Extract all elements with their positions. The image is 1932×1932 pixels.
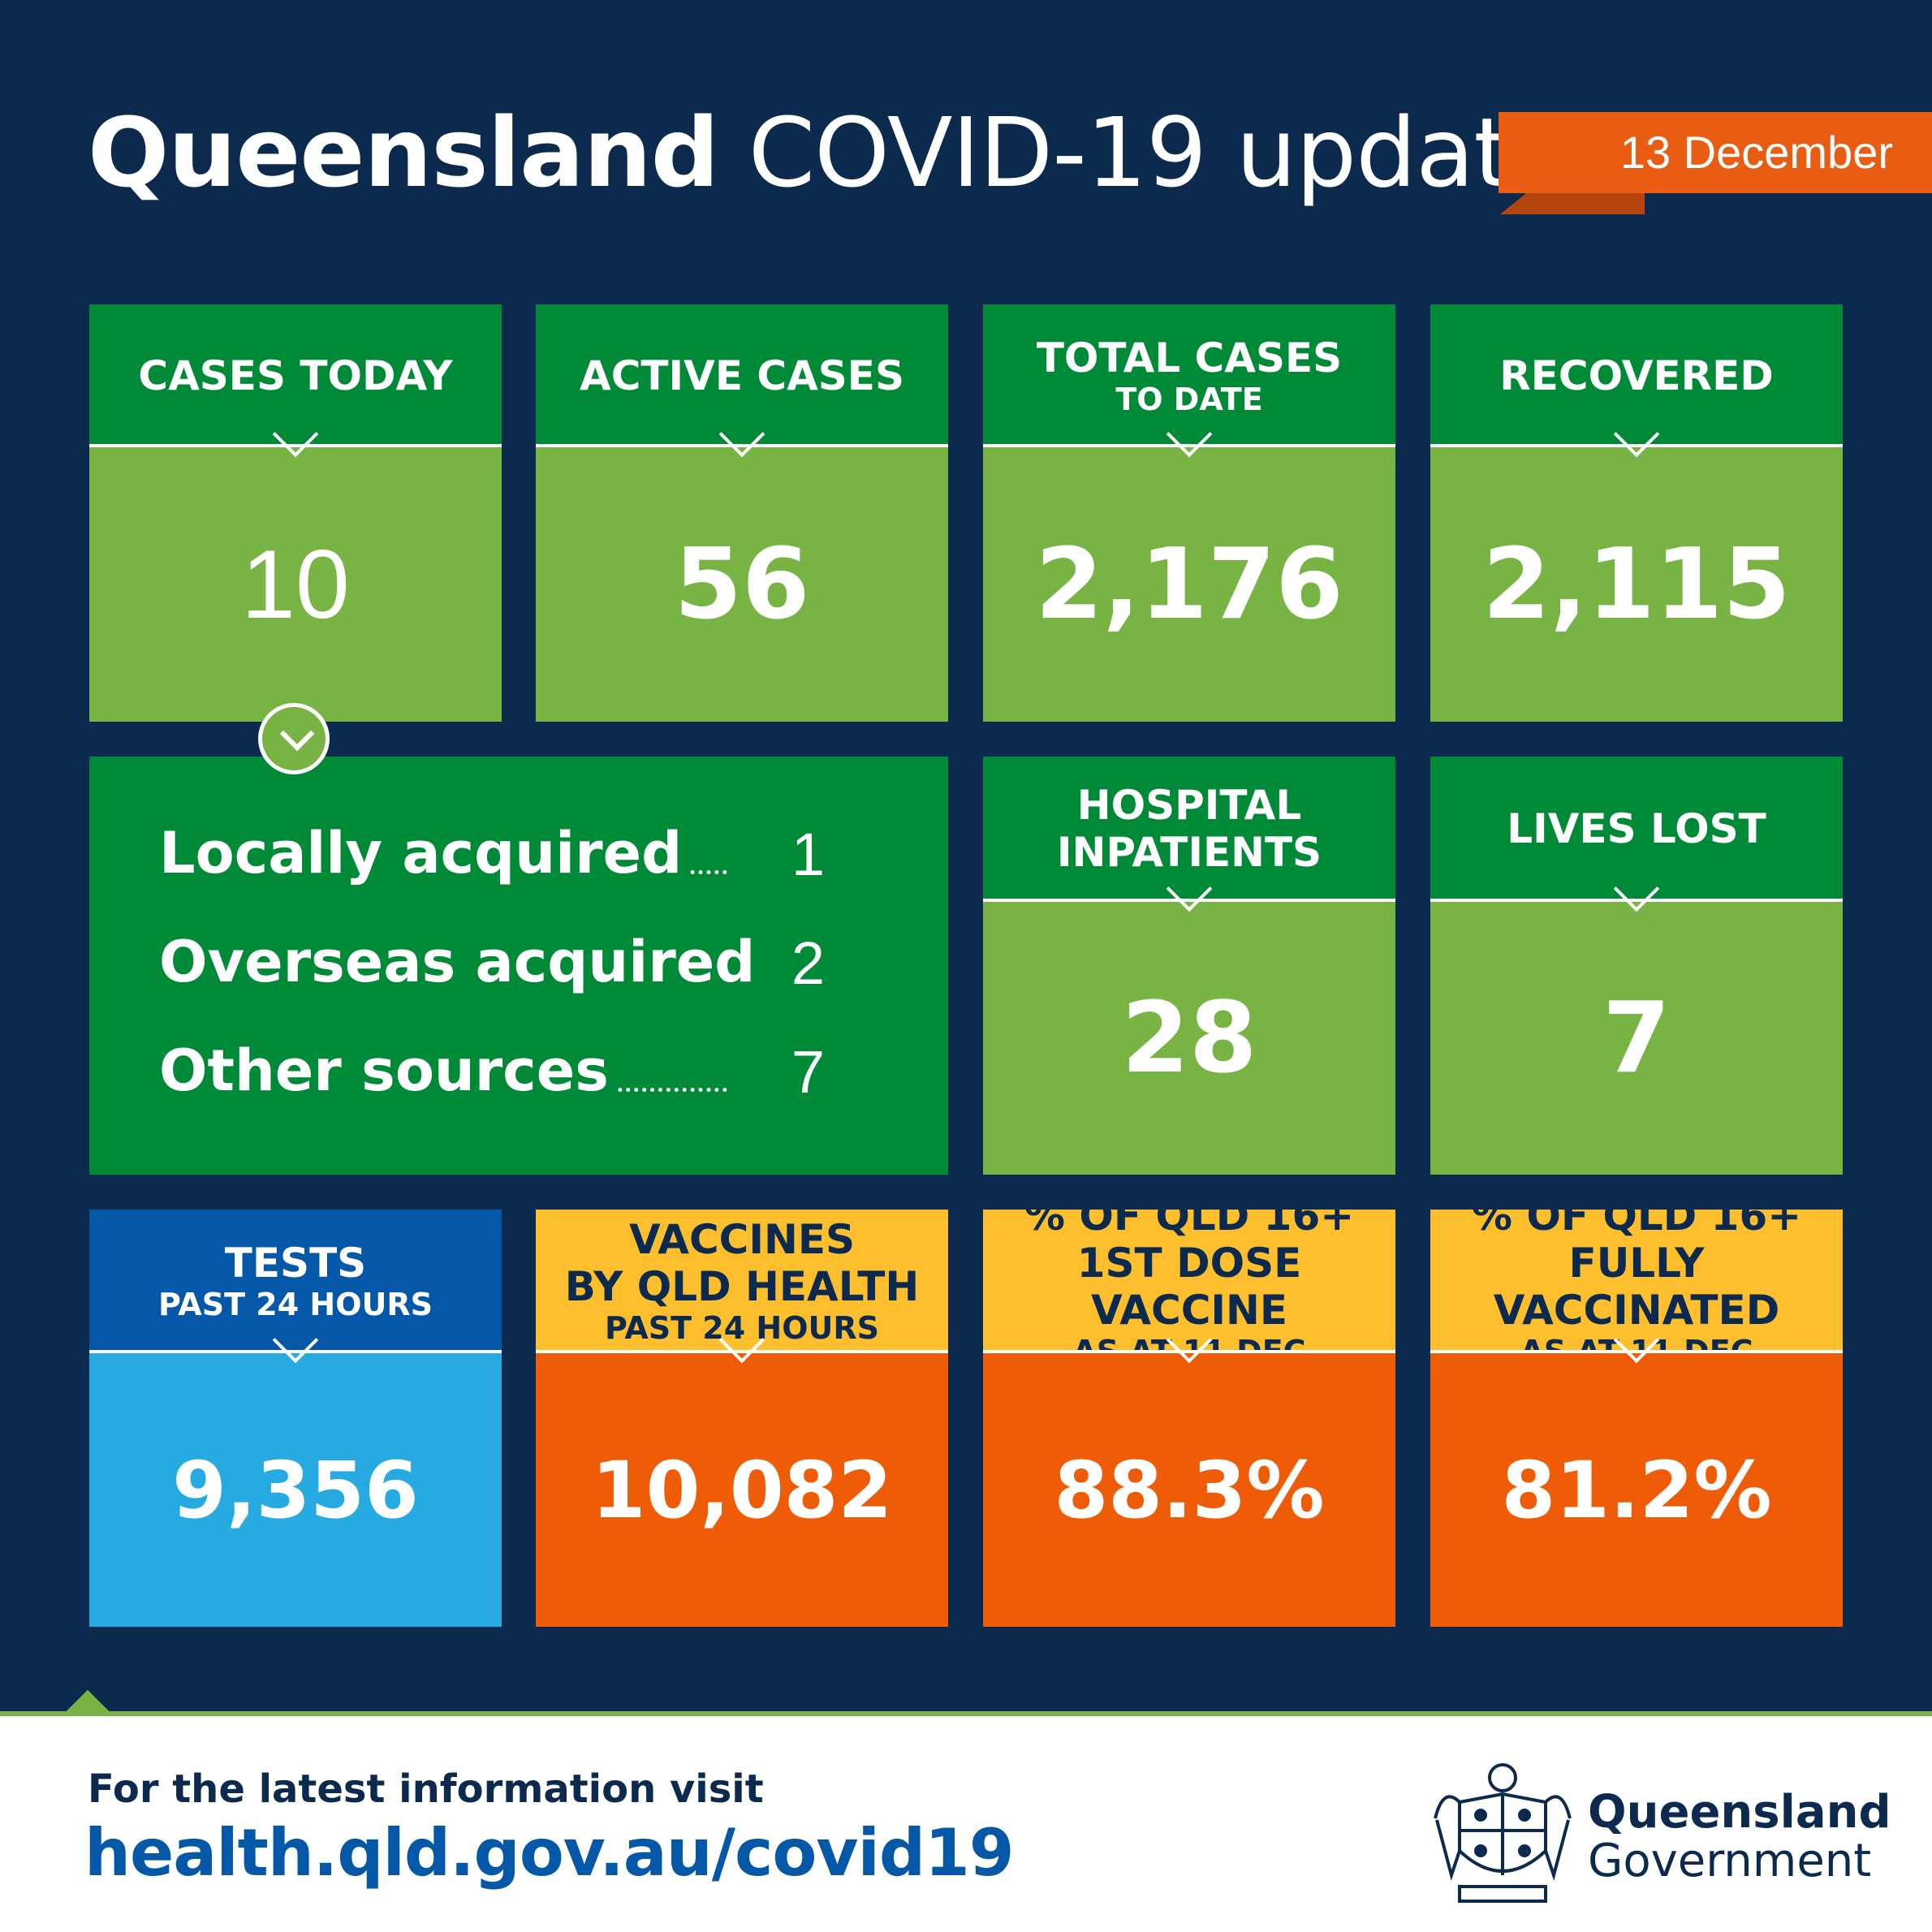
breakdown-value: 1 (791, 821, 825, 888)
tile-title-line1: % OF QLD 16+ (1024, 1210, 1355, 1240)
tile-hospital: HOSPITAL INPATIENTS 28 (983, 757, 1395, 1175)
tile-title-line2: FULLY VACCINATED (1493, 1240, 1780, 1334)
tile-first-dose: % OF QLD 16+ 1ST DOSE VACCINE AS AT 11 D… (983, 1210, 1395, 1627)
gov-name-line1: Queensland (1588, 1786, 1891, 1839)
tile-tests: TESTS PAST 24 HOURS 9,356 (89, 1210, 502, 1627)
tile-subtitle: PAST 24 HOURS (158, 1287, 433, 1322)
cases-breakdown: Locally acquired 1 Overseas acquired 2 O… (89, 757, 948, 1175)
chevron-circle-icon (258, 703, 330, 774)
tile-subtitle: TO DATE (1115, 381, 1263, 417)
list-item: Overseas acquired 2 (159, 929, 890, 1002)
list-item: Locally acquired 1 (159, 820, 890, 893)
breakdown-value: 7 (791, 1038, 825, 1106)
hospital-value: 28 (1121, 981, 1257, 1095)
tile-title: TESTS (224, 1240, 367, 1287)
tile-active-cases: ACTIVE CASES 56 (536, 304, 948, 722)
tile-subtitle: PAST 24 HOURS (605, 1310, 879, 1346)
breakdown-label: Overseas acquired (159, 929, 764, 995)
tile-total-cases: TOTAL CASES TO DATE 2,176 (983, 304, 1395, 722)
tile-title-line1: HOSPITAL (1076, 781, 1302, 829)
tile-body: 10 (89, 447, 502, 722)
cases-today-value: 10 (241, 530, 350, 639)
tile-vaccines: VACCINES BY QLD HEALTH PAST 24 HOURS 10,… (536, 1210, 948, 1627)
tile-title-line2: BY QLD HEALTH (564, 1263, 920, 1310)
tile-title-line2: INPATIENTS (1056, 828, 1322, 876)
tile-lives-lost: LIVES LOST 7 (1430, 757, 1843, 1175)
title-bold: Queensland (88, 97, 719, 209)
first-dose-value: 88.3% (1054, 1444, 1325, 1536)
list-item: Other sources 7 (159, 1037, 890, 1110)
tile-title: RECOVERED (1499, 351, 1774, 399)
recovered-value: 2,115 (1482, 528, 1791, 641)
tile-header: CASES TODAY (89, 304, 502, 446)
tile-recovered: RECOVERED 2,115 (1430, 304, 1843, 722)
breakdown-label: Other sources (159, 1037, 617, 1104)
breakdown-value: 2 (791, 929, 825, 997)
tile-title: CASES TODAY (138, 351, 453, 399)
footer (0, 1711, 1932, 1932)
fully-vaccinated-value: 81.2% (1501, 1444, 1772, 1536)
vaccines-value: 10,082 (591, 1444, 893, 1536)
tile-title-line1: VACCINES (628, 1216, 855, 1263)
title-rest: COVID-19 update (748, 97, 1570, 209)
date-ribbon: 13 December (1499, 112, 1932, 193)
tile-title-line1: % OF QLD 16+ (1471, 1210, 1802, 1240)
date-label: 13 December (1619, 127, 1893, 178)
coat-of-arms-icon (1434, 1763, 1572, 1903)
gov-name-line2: Government (1588, 1835, 1872, 1887)
tile-title: TOTAL CASES (1036, 334, 1343, 382)
footer-info-text: For the latest information visit (88, 1766, 764, 1812)
breakdown-label: Locally acquired (159, 820, 691, 886)
tests-value: 9,356 (172, 1444, 419, 1536)
tile-fully-vaccinated: % OF QLD 16+ FULLY VACCINATED AS AT 11 D… (1430, 1210, 1843, 1627)
lives-lost-value: 7 (1602, 981, 1671, 1095)
page-title: Queensland COVID-19 update (88, 96, 1570, 209)
footer-url-link[interactable]: health.qld.gov.au/covid19 (84, 1815, 1014, 1891)
tile-title: ACTIVE CASES (580, 351, 904, 399)
total-cases-value: 2,176 (1035, 528, 1343, 641)
tile-title: LIVES LOST (1507, 804, 1766, 852)
tile-cases-today: CASES TODAY 10 (89, 304, 502, 722)
active-cases-value: 56 (674, 528, 810, 641)
tile-title-line2: 1ST DOSE VACCINE (1076, 1240, 1302, 1334)
